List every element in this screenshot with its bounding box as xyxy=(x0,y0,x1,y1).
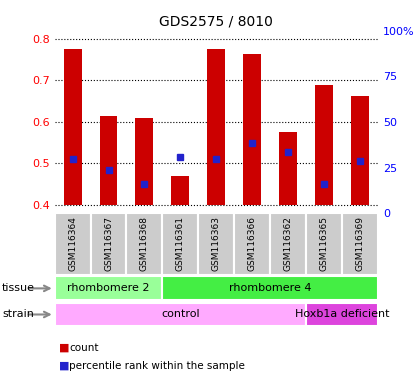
Text: GSM116367: GSM116367 xyxy=(104,216,113,271)
Bar xyxy=(55,276,163,300)
Text: GSM116361: GSM116361 xyxy=(176,216,185,271)
Text: GSM116368: GSM116368 xyxy=(140,216,149,271)
Text: percentile rank within the sample: percentile rank within the sample xyxy=(69,361,245,371)
Bar xyxy=(306,213,342,275)
Text: ■: ■ xyxy=(59,361,69,371)
Bar xyxy=(342,213,378,275)
Bar xyxy=(126,213,163,275)
Bar xyxy=(63,50,81,205)
Bar xyxy=(315,84,333,205)
Bar xyxy=(135,118,153,205)
Text: GSM116362: GSM116362 xyxy=(284,217,293,271)
Text: ■: ■ xyxy=(59,343,69,353)
Bar xyxy=(171,176,189,205)
Bar xyxy=(163,276,378,300)
Bar xyxy=(207,50,225,205)
Bar xyxy=(234,213,270,275)
Bar xyxy=(279,132,297,205)
Bar xyxy=(163,213,198,275)
Text: GSM116363: GSM116363 xyxy=(212,216,221,271)
Bar xyxy=(270,213,306,275)
Text: control: control xyxy=(161,310,200,319)
Bar xyxy=(55,213,91,275)
Title: GDS2575 / 8010: GDS2575 / 8010 xyxy=(159,14,273,28)
Text: rhombomere 2: rhombomere 2 xyxy=(67,283,150,293)
Text: GSM116364: GSM116364 xyxy=(68,217,77,271)
Text: strain: strain xyxy=(2,310,34,319)
Text: GSM116365: GSM116365 xyxy=(320,216,328,271)
Bar xyxy=(243,55,261,205)
Bar xyxy=(306,303,378,326)
Text: GSM116366: GSM116366 xyxy=(248,216,257,271)
Bar xyxy=(351,96,369,205)
Bar xyxy=(198,213,234,275)
Text: Hoxb1a deficient: Hoxb1a deficient xyxy=(295,310,389,319)
Text: rhombomere 4: rhombomere 4 xyxy=(229,283,312,293)
Text: GSM116369: GSM116369 xyxy=(356,216,365,271)
Text: tissue: tissue xyxy=(2,283,35,293)
Bar xyxy=(55,303,306,326)
Text: count: count xyxy=(69,343,99,353)
Bar xyxy=(91,213,126,275)
Bar xyxy=(100,116,118,205)
